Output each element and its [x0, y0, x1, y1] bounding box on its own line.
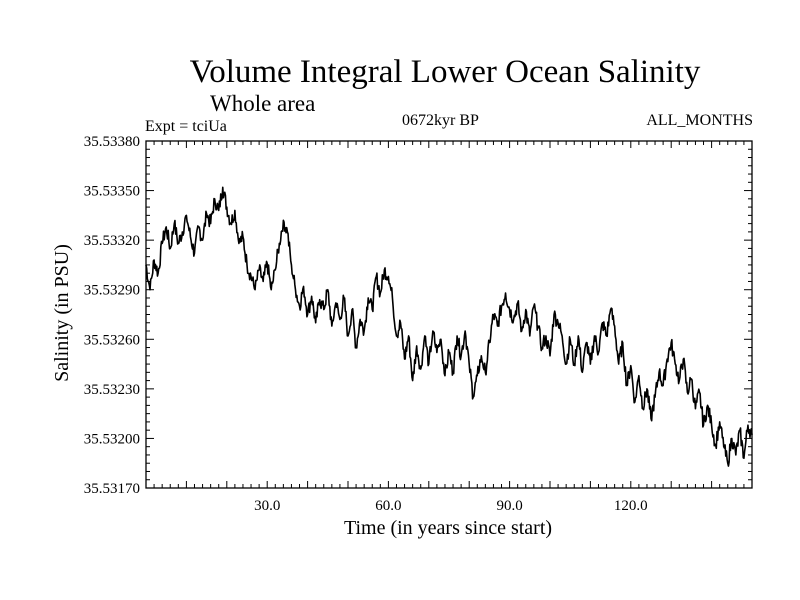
tick-labels: 30.0 60.0 90.0 120.0 35.53170 35.53200 35.5323…	[84, 134, 648, 514]
experiment-label: Expt = tciUa	[145, 118, 227, 135]
x-axis-label: Time (in years since start)	[343, 517, 553, 539]
tick-marks	[145, 140, 753, 489]
x-tick-label: 90.0	[496, 498, 522, 514]
y-tick-label: 35.53320	[84, 233, 140, 249]
x-tick-label: 120.0	[614, 498, 648, 514]
series-line-salinity	[145, 186, 753, 467]
y-tick-label: 35.53260	[84, 332, 140, 348]
y-tick-label: 35.53380	[84, 134, 140, 150]
period-label: 0672kyr BP	[402, 112, 479, 129]
chart-subtitle: Whole area	[210, 91, 316, 116]
y-tick-label: 35.53200	[84, 431, 140, 447]
y-tick-label: 35.53350	[84, 184, 140, 200]
y-tick-label: 35.53170	[84, 481, 140, 497]
x-tick-label: 60.0	[375, 498, 401, 514]
y-tick-label: 35.53230	[84, 382, 140, 398]
x-tick-label: 30.0	[254, 498, 280, 514]
chart-title: Volume Integral Lower Ocean Salinity	[189, 54, 701, 90]
plot-frame	[145, 140, 753, 489]
months-label: ALL_MONTHS	[646, 112, 753, 129]
y-tick-label: 35.53290	[84, 283, 140, 299]
series-layer	[145, 186, 753, 467]
